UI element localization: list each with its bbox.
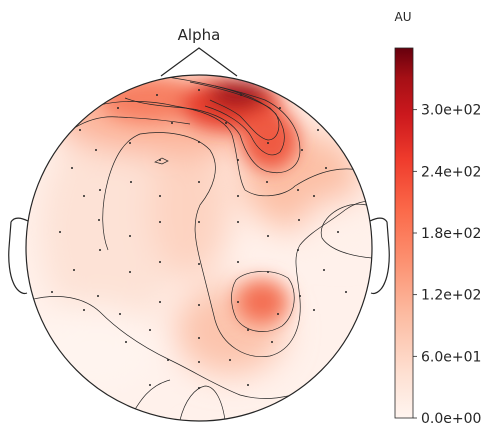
colorbar-tick-label: 1.2e+02 — [421, 288, 481, 304]
sensor-dot — [198, 263, 200, 265]
colorbar-tick-label: 2.4e+02 — [421, 164, 481, 180]
colorbar-tick-label: 0.0e+00 — [421, 411, 481, 427]
sensor-dot — [159, 195, 161, 197]
sensor-dot — [277, 313, 279, 315]
sensor-dot — [95, 149, 97, 151]
colorbar-tick-label: 3.0e+02 — [421, 103, 481, 119]
sensor-dot — [198, 387, 200, 389]
sensor-dot — [129, 142, 131, 144]
sensor-dot — [267, 271, 269, 273]
sensor-dot — [323, 269, 325, 271]
sensor-dot — [99, 249, 101, 251]
field-blob-occipital-core — [246, 288, 278, 316]
sensor-dot — [313, 195, 315, 197]
topomap-field — [26, 75, 372, 421]
sensor-dot — [159, 159, 161, 161]
colorbar: AU 0.0e+00 6.0e+01 1.2e+02 1.8e+02 2.4e+02 3.… — [395, 10, 482, 427]
sensor-dot — [247, 384, 249, 386]
field-blob-low-right — [305, 200, 372, 250]
sensor-dot — [129, 271, 131, 273]
sensor-dot — [98, 219, 100, 221]
sensor-dot — [159, 221, 161, 223]
sensor-dot — [71, 167, 73, 169]
sensor-dot — [119, 313, 121, 315]
sensor-dot — [198, 181, 200, 183]
sensor-dot — [267, 235, 269, 237]
sensor-dot — [156, 94, 158, 96]
sensor-dot — [225, 122, 227, 124]
sensor-dot — [198, 89, 200, 91]
sensor-dot — [198, 337, 200, 339]
sensor-dot — [237, 195, 239, 197]
sensor-dot — [79, 129, 81, 131]
sensor-dot — [125, 341, 127, 343]
sensor-dot — [129, 235, 131, 237]
sensor-dot — [117, 107, 119, 109]
sensor-dot — [317, 129, 319, 131]
sensor-dot — [247, 329, 249, 331]
sensor-dot — [198, 221, 200, 223]
sensor-dot — [99, 189, 101, 191]
sensor-dot — [297, 189, 299, 191]
sensor-dot — [299, 295, 301, 297]
head-circle — [25, 74, 373, 422]
right-ear-outline — [369, 217, 390, 295]
left-ear-outline — [8, 217, 29, 295]
sensor-dot — [229, 359, 231, 361]
sensor-dot — [237, 221, 239, 223]
contour-line — [99, 101, 367, 197]
sensor-dot — [301, 149, 303, 151]
contour-line — [179, 385, 226, 421]
sensor-dot — [297, 249, 299, 251]
sensor-dot — [266, 181, 268, 183]
contour-line — [231, 271, 295, 332]
sensor-dot — [171, 122, 173, 124]
sensor-dot — [59, 231, 61, 233]
colorbar-gradient-bar — [394, 47, 414, 419]
sensor-dot — [237, 301, 239, 303]
sensor-dot — [313, 309, 315, 311]
nose-outline — [160, 47, 238, 77]
sensor-dot — [237, 159, 239, 161]
field-blob-left — [40, 120, 180, 340]
sensor-dot — [337, 231, 339, 233]
colorbar-tick-label: 6.0e+01 — [421, 349, 481, 365]
field-blob-center — [150, 140, 230, 280]
sensor-dot — [345, 291, 347, 293]
sensor-dot — [130, 181, 132, 183]
sensor-dot — [167, 359, 169, 361]
colorbar-ticks: 0.0e+00 6.0e+01 1.2e+02 1.8e+02 2.4e+02 3.0e+… — [413, 103, 481, 427]
sensor-dot — [325, 167, 327, 169]
sensor-dot — [198, 361, 200, 363]
colorbar-label: AU — [395, 10, 412, 24]
colorbar-tick-label: 1.8e+02 — [421, 226, 481, 242]
contour-line — [320, 203, 372, 259]
sensor-dot — [279, 107, 281, 109]
sensor-dot — [271, 341, 273, 343]
sensor-dot — [198, 304, 200, 306]
sensor-dot — [159, 301, 161, 303]
sensor-dot — [83, 309, 85, 311]
sensor-dot — [97, 295, 99, 297]
contour-line — [102, 132, 372, 357]
sensor-dot — [149, 329, 151, 331]
sensor-dot — [240, 94, 242, 96]
sensor-dot — [267, 142, 269, 144]
sensor-dot — [73, 269, 75, 271]
sensor-dot — [149, 384, 151, 386]
sensor-dot — [198, 141, 200, 143]
sensor-dot — [237, 261, 239, 263]
sensor-dot — [159, 261, 161, 263]
sensor-dot — [51, 291, 53, 293]
contour-line — [209, 85, 280, 141]
head-outline — [8, 47, 390, 422]
sensor-dot — [83, 195, 85, 197]
chart-title: Alpha — [178, 26, 221, 44]
sensor-dot — [298, 219, 300, 221]
sensor-markers — [51, 89, 347, 389]
